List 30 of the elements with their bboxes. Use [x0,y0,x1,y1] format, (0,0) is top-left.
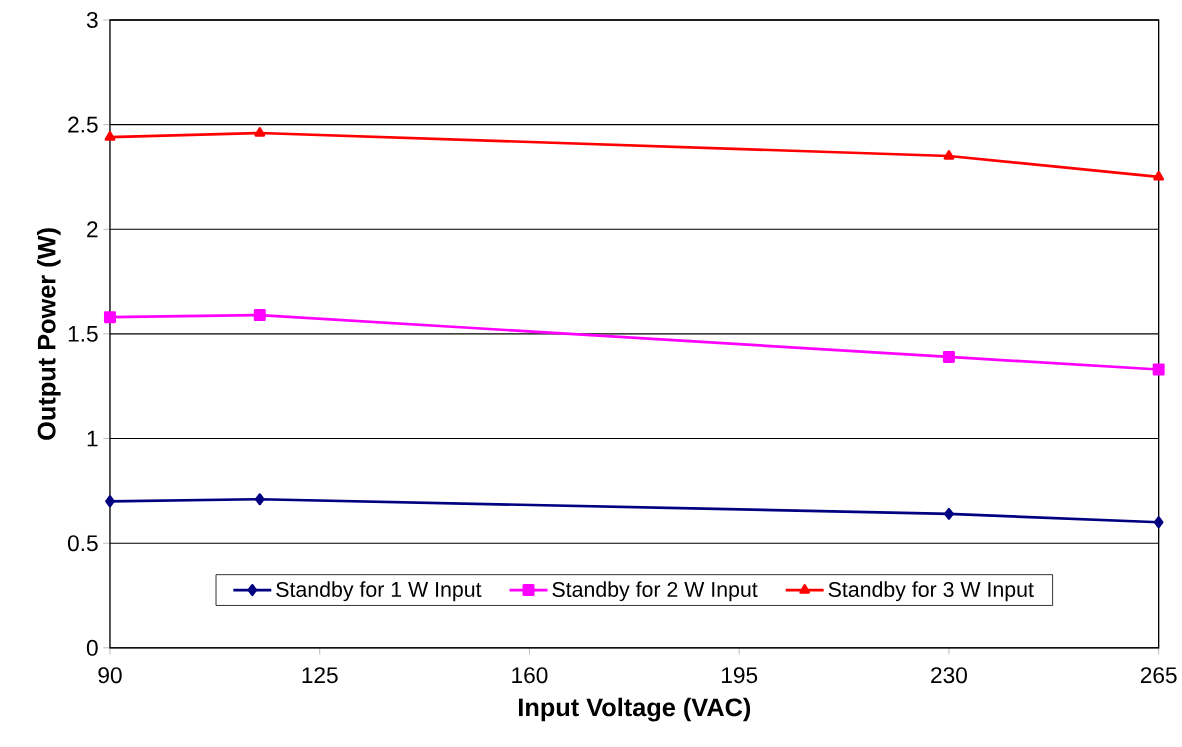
legend-label: Standby for 2 W Input [552,581,758,602]
legend-label: Standby for 3 W Input [828,581,1034,602]
point [942,351,955,364]
y-tick-label: 2.5 [68,116,98,133]
point [104,131,116,141]
x-tick-label: 230 [931,667,967,684]
y-tick-label: 3 [86,12,98,29]
y-tick-label: 0 [86,639,98,656]
point [253,309,266,322]
y-tick-label: 2 [87,221,98,238]
y-tick-label: 1 [87,430,98,447]
point [105,495,115,508]
y-tick-label: 0.5 [67,535,98,552]
point [254,493,265,506]
point [943,150,955,160]
point [254,127,266,137]
point [944,507,954,520]
point [1152,363,1165,376]
x-tick-label: 265 [1140,667,1177,684]
x-tick-label: 90 [98,667,122,684]
x-tick-label: 195 [722,667,758,684]
y-tick-label: 1.5 [68,326,98,342]
x-tick-label: 125 [302,667,338,684]
x-axis-title: Input Voltage (VAC) [519,697,751,722]
x-tick-label: 160 [512,667,548,684]
y-axis-title: Output Power (W) [37,228,61,440]
point [1153,516,1164,529]
point [103,311,116,324]
point [1153,171,1165,181]
legend-label: Standby for 1 W Input [276,581,482,602]
